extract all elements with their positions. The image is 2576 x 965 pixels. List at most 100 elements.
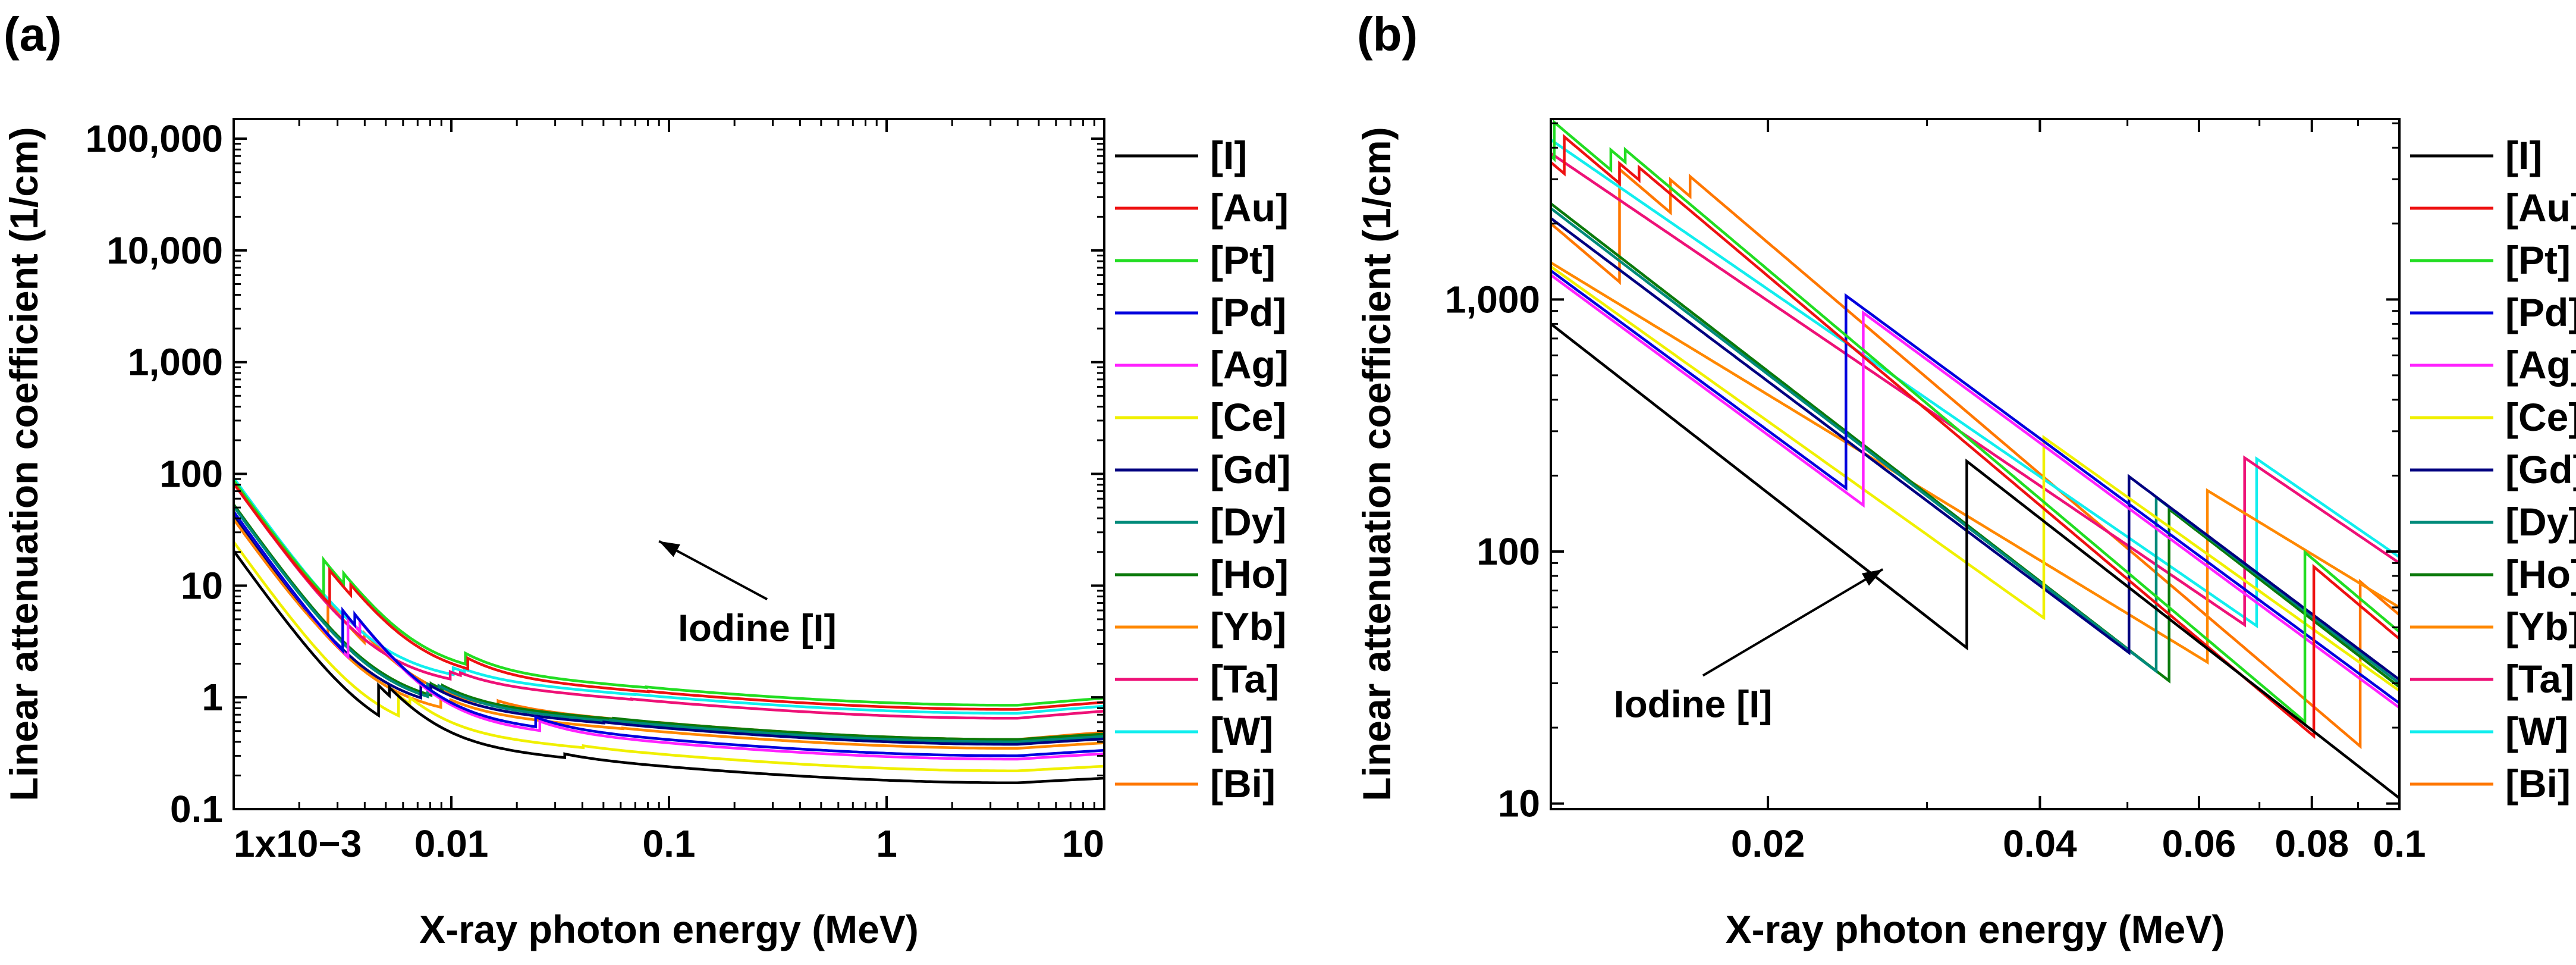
panel-b-axes: 0.02 0.04 0.06 0.08 0.1 10 100 1,000: [1445, 119, 2426, 865]
panel-a-annotation-arrow: [658, 540, 768, 601]
series-line-pd: [234, 510, 1104, 757]
x-tick-label: 0.08: [2275, 822, 2349, 865]
series-line-pt: [1551, 119, 2399, 725]
legend-item-ag: [Ag]: [2410, 343, 2576, 387]
series-line-w: [1551, 139, 2399, 629]
legend-label: [Ho]: [2505, 552, 2576, 596]
legend-item-ag: [Ag]: [1115, 343, 1289, 387]
legend-item-au: [Au]: [2410, 186, 2576, 230]
panel-b-curves: [1551, 119, 2399, 800]
x-tick-label: 0.1: [643, 822, 696, 865]
series-line-bi: [1551, 166, 2399, 750]
panel-a-label: (a): [4, 8, 62, 61]
legend-label: [Pd]: [1210, 290, 1286, 334]
panel-a: (a) 1x10−3 0.01 0.1 1 10 0.1 1 10 100 1,000 10,000…: [2, 8, 1291, 951]
panel-a-axes: 1x10−3 0.01 0.1 1 10 0.1 1 10 100 1,000 10,000 100,…: [86, 117, 1105, 865]
series-line-dy: [1551, 207, 2399, 685]
legend-label: [Au]: [1210, 186, 1289, 230]
y-tick-label: 1,000: [128, 341, 223, 384]
legend-label: [I]: [2505, 133, 2542, 177]
panel-b-annotation-arrow: [1702, 568, 1884, 677]
legend-item-w: [W]: [1115, 709, 1273, 753]
panel-a-curves: [234, 477, 1104, 785]
legend-item-pt: [Pt]: [1115, 238, 1276, 282]
legend-label: [Dy]: [2505, 500, 2576, 544]
x-tick-label: 1: [876, 822, 897, 865]
panel-a-x-axis-title: X-ray photon energy (MeV): [419, 907, 919, 951]
series-line-yb: [1551, 261, 2399, 665]
legend-label: [I]: [1210, 133, 1247, 177]
legend-label: [Dy]: [1210, 500, 1286, 544]
series-line-ta: [1551, 152, 2399, 628]
legend-label: [Ag]: [1210, 343, 1289, 387]
series-line-ag: [1551, 274, 2399, 709]
panel-a-annotation-arrowhead: [659, 541, 680, 557]
y-tick-label: 10,000: [106, 229, 223, 272]
legend-item-w: [W]: [2410, 709, 2568, 753]
legend-item-yb: [Yb]: [2410, 604, 2576, 648]
legend-item-pt: [Pt]: [2410, 238, 2571, 282]
legend-item-gd: [Gd]: [1115, 447, 1291, 491]
panel-b-annotation: Iodine [I]: [1614, 568, 1884, 726]
panel-a-legend: [I] [Au] [Pt] [Pd] [Ag] [Ce] [Gd] [Dy] [Ho] [Yb] […: [1115, 133, 1291, 806]
legend-item-dy: [Dy]: [1115, 500, 1286, 544]
legend-label: [Ho]: [1210, 552, 1289, 596]
series-line-pd: [1551, 270, 2399, 704]
x-tick-label: 0.1: [2373, 822, 2426, 865]
legend-label: [Pt]: [1210, 238, 1276, 282]
y-tick-label: 100,000: [86, 117, 223, 160]
y-tick-label: 10: [1498, 782, 1540, 825]
legend-label: [Pt]: [2505, 238, 2571, 282]
panel-b: (b) 0.02 0.04 0.06 0.08 0.1 10 100 1,000 X-ray …: [1355, 8, 2576, 951]
legend-item-ce: [Ce]: [1115, 395, 1286, 439]
series-line-i: [1551, 322, 2399, 800]
series-line-ta: [234, 482, 1104, 720]
series-line-ho: [234, 503, 1104, 741]
series-line-gd: [1551, 217, 2399, 681]
series-line-au: [234, 482, 1104, 711]
panel-b-annotation-arrowhead: [1861, 569, 1883, 586]
series-line-yb: [234, 516, 1104, 750]
panel-b-legend: [I] [Au] [Pt] [Pd] [Ag] [Ce] [Gd] [Dy] [Ho] [Yb] […: [2410, 133, 2576, 806]
x-tick-label: 0.02: [1731, 822, 1805, 865]
legend-item-ho: [Ho]: [2410, 552, 2576, 596]
series-line-i: [234, 550, 1104, 785]
legend-label: [Yb]: [2505, 604, 2576, 648]
y-tick-label: 10: [181, 564, 223, 607]
legend-label: [Ce]: [2505, 395, 2576, 439]
x-tick-label: 0.01: [414, 822, 489, 865]
series-line-dy: [234, 505, 1104, 744]
legend-item-ta: [Ta]: [1115, 657, 1279, 701]
legend-item-bi: [Bi]: [2410, 762, 2571, 806]
legend-label: [Ta]: [1210, 657, 1279, 701]
legend-label: [Ce]: [1210, 395, 1286, 439]
series-line-pt: [234, 480, 1104, 707]
legend-label: [Yb]: [1210, 604, 1286, 648]
legend-item-i: [I]: [1115, 133, 1247, 177]
x-tick-label: 0.06: [2162, 822, 2236, 865]
panel-a-annotation-text: Iodine [I]: [678, 606, 837, 649]
y-tick-label: 100: [1477, 530, 1540, 573]
legend-label: [W]: [1210, 709, 1273, 753]
x-tick-label: 1x10−3: [234, 822, 362, 865]
x-tick-label: 10: [1062, 822, 1104, 865]
legend-label: [Au]: [2505, 186, 2576, 230]
legend-label: [W]: [2505, 709, 2568, 753]
series-line-gd: [234, 513, 1104, 746]
legend-label: [Ta]: [2505, 657, 2574, 701]
y-tick-label: 1: [202, 676, 223, 719]
legend-label: [Pd]: [2505, 290, 2576, 334]
legend-item-dy: [Dy]: [2410, 500, 2576, 544]
legend-item-ho: [Ho]: [1115, 552, 1289, 596]
legend-label: [Bi]: [1210, 762, 1276, 806]
x-tick-label: 0.04: [2003, 822, 2077, 865]
legend-item-au: [Au]: [1115, 186, 1289, 230]
legend-label: [Gd]: [2505, 447, 2576, 491]
panel-a-y-axis-title: Linear attenuation coefficient (1/cm): [2, 127, 46, 801]
panel-b-plot-frame: [1550, 118, 2401, 810]
y-tick-label: 100: [159, 453, 223, 496]
legend-label: [Bi]: [2505, 762, 2571, 806]
legend-item-pd: [Pd]: [1115, 290, 1286, 334]
legend-item-ce: [Ce]: [2410, 395, 2576, 439]
